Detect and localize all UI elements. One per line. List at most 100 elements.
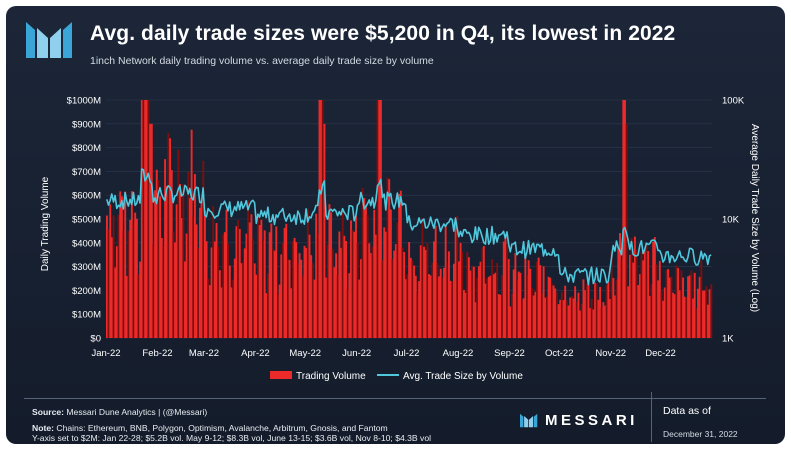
volume-bar — [258, 225, 261, 338]
volume-bar — [426, 242, 429, 338]
volume-bar — [504, 233, 507, 338]
volume-bar — [544, 297, 547, 338]
volume-bar — [257, 216, 259, 338]
volume-bar — [137, 274, 140, 338]
volume-bar — [537, 257, 540, 338]
x-tick-label: Nov-22 — [595, 348, 626, 359]
volume-bar — [678, 290, 681, 338]
volume-bar — [431, 262, 434, 338]
volume-bar — [162, 246, 165, 338]
volume-bar — [321, 100, 324, 338]
volume-bar — [443, 267, 445, 338]
volume-bar — [705, 286, 708, 338]
volume-bar — [540, 293, 543, 338]
volume-bar — [268, 232, 271, 338]
volume-bar — [177, 149, 180, 338]
volume-bar — [672, 292, 675, 338]
volume-bar — [497, 294, 500, 338]
volume-bar — [172, 231, 175, 338]
chart-subtitle: 1inch Network daily trading volume vs. a… — [90, 55, 434, 67]
x-tick-label: Jun-22 — [342, 348, 371, 359]
volume-bar — [560, 291, 563, 338]
volume-bar — [602, 302, 605, 338]
volume-bar — [411, 260, 414, 338]
volume-bar — [554, 288, 557, 338]
volume-bar — [200, 201, 203, 338]
volume-bar — [622, 100, 625, 338]
volume-bar — [409, 257, 412, 338]
source-label: Source: — [32, 407, 64, 417]
volume-bar — [423, 246, 426, 338]
volume-bar — [697, 288, 699, 338]
volume-bar — [552, 285, 555, 338]
volume-bar — [582, 279, 585, 338]
volume-bar — [240, 263, 243, 338]
volume-bar — [675, 265, 678, 338]
volume-bar — [371, 246, 374, 338]
volume-bar — [155, 169, 158, 338]
volume-bar — [438, 276, 440, 338]
volume-bar — [695, 308, 698, 338]
volume-bar — [130, 191, 133, 338]
volume-bar — [164, 159, 167, 338]
x-tick-label: Dec-22 — [645, 348, 676, 359]
volume-bar — [150, 123, 153, 338]
volume-bar — [682, 277, 685, 338]
volume-bar — [293, 237, 296, 338]
left-tick-label: $1000M — [67, 96, 101, 107]
volume-bar — [187, 171, 190, 338]
volume-bar — [363, 197, 366, 338]
volume-bar — [263, 230, 266, 338]
volume-bar — [127, 230, 130, 338]
volume-bar — [609, 298, 611, 338]
volume-bar — [536, 261, 538, 338]
right-tick-label: 100K — [722, 96, 745, 107]
volume-bar — [147, 100, 150, 338]
volume-bar — [310, 255, 313, 338]
volume-bar — [272, 248, 274, 338]
volume-bar — [330, 212, 333, 338]
brand: MESSARI — [519, 407, 638, 433]
volume-bar — [404, 279, 407, 338]
volume-bar — [502, 241, 505, 338]
volume-bar — [205, 241, 208, 338]
volume-bar — [280, 254, 283, 338]
volume-bar — [524, 256, 527, 338]
volume-bar — [491, 259, 494, 338]
chart-title: Avg. daily trade sizes were $5,200 in Q4… — [90, 22, 676, 45]
volume-bar — [212, 206, 215, 338]
volume-bar — [710, 284, 713, 338]
volume-bar — [159, 196, 162, 338]
volume-bar — [381, 260, 384, 338]
volume-bar — [384, 231, 387, 338]
volume-bar — [635, 249, 638, 338]
volume-bar — [444, 226, 447, 338]
volume-bar — [496, 263, 499, 338]
volume-bar — [511, 293, 514, 338]
volume-bar — [519, 272, 522, 338]
volume-bar — [580, 303, 583, 338]
volume-bar — [633, 236, 636, 338]
legend-trade-size-label: Avg. Trade Size by Volume — [403, 371, 523, 382]
left-tick-label: $200M — [72, 286, 101, 297]
volume-bar — [305, 247, 308, 338]
volume-bar — [401, 247, 404, 338]
volume-bar — [448, 251, 450, 338]
volume-bar — [295, 242, 298, 338]
volume-bar — [436, 263, 439, 338]
footer: Source: Messari Dune Analytics | (@Messa… — [6, 392, 785, 444]
volume-bar — [189, 198, 191, 338]
volume-bar — [648, 296, 651, 338]
volume-bar — [615, 279, 618, 338]
volume-bar — [653, 237, 656, 338]
volume-bar — [688, 275, 691, 338]
volume-bar — [208, 285, 211, 338]
volume-bar — [477, 266, 480, 338]
volume-bar — [110, 237, 113, 338]
volume-bar — [547, 276, 550, 338]
volume-bar — [487, 276, 490, 338]
volume-bar — [313, 279, 316, 338]
volume-bar — [569, 297, 572, 338]
volume-bar — [252, 238, 255, 338]
volume-bar — [391, 258, 394, 338]
